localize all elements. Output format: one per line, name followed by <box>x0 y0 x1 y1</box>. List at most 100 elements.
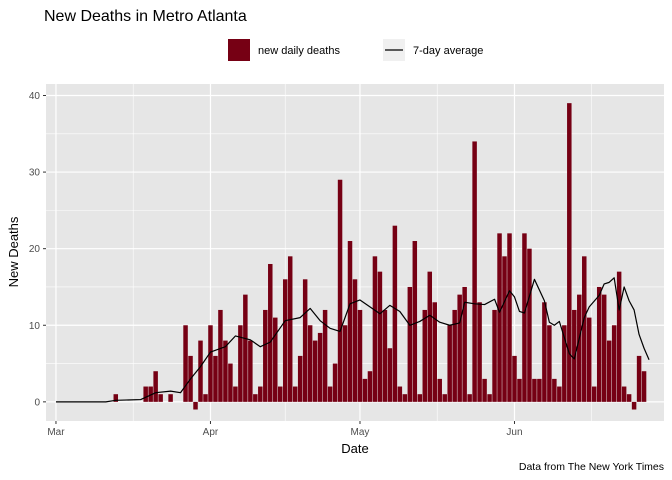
bar-daily-deaths <box>347 241 353 402</box>
bar-daily-deaths <box>567 103 572 402</box>
bar-daily-deaths <box>606 340 612 402</box>
bar-daily-deaths <box>621 386 627 402</box>
bar-daily-deaths <box>582 256 587 402</box>
bar-daily-deaths <box>447 325 452 402</box>
seven-day-average-line <box>55 277 650 403</box>
legend-bar-swatch <box>228 39 250 61</box>
bar-daily-deaths <box>203 394 208 402</box>
bar-daily-deaths <box>168 394 173 402</box>
bar-daily-deaths <box>527 248 532 402</box>
seven-day-average-line-group <box>55 277 650 403</box>
bar-daily-deaths <box>402 394 408 402</box>
bar-daily-deaths <box>457 294 462 402</box>
bar-daily-deaths <box>258 386 263 402</box>
bar-daily-deaths <box>307 325 313 402</box>
bar-daily-deaths <box>542 302 547 402</box>
bar-daily-deaths <box>113 394 119 402</box>
bar-daily-deaths <box>273 317 278 402</box>
bar-daily-deaths <box>337 179 343 402</box>
bar-daily-deaths <box>357 309 363 402</box>
bar-daily-deaths <box>552 378 557 402</box>
bar-daily-deaths <box>547 325 552 402</box>
x-axis-ticks: Mar Apr May Jun <box>47 421 523 438</box>
bar-daily-deaths <box>497 233 502 402</box>
legend-line-label: 7-day average <box>413 45 483 57</box>
bar-daily-deaths <box>352 279 358 402</box>
bar-daily-deaths <box>143 386 148 402</box>
bar-daily-deaths <box>502 256 507 402</box>
bar-daily-deaths <box>631 401 637 410</box>
chart-caption: Data from The New York Times <box>519 461 664 473</box>
bar-daily-deaths <box>223 340 228 402</box>
bar-daily-deaths <box>537 378 542 402</box>
bar-daily-deaths <box>263 309 268 402</box>
bar-daily-deaths <box>317 332 323 402</box>
y-tick-label: 30 <box>29 168 41 179</box>
bar-daily-deaths <box>601 294 607 402</box>
bar-daily-deaths <box>327 386 333 402</box>
bar-daily-deaths <box>342 325 348 402</box>
bar-daily-deaths <box>278 386 283 402</box>
bar-daily-deaths <box>332 363 338 402</box>
bar-daily-deaths <box>302 279 308 402</box>
bar-daily-deaths <box>292 386 298 402</box>
x-tick-label: May <box>351 427 370 438</box>
legend-bar-label: new daily deaths <box>258 45 340 57</box>
bar-daily-deaths <box>432 302 437 402</box>
x-axis-title: Date <box>341 441 368 456</box>
bar-daily-deaths <box>218 309 223 402</box>
bar-daily-deaths <box>183 325 188 402</box>
bar-daily-deaths <box>596 286 602 402</box>
bar-daily-deaths <box>437 378 442 402</box>
bar-daily-deaths <box>158 394 163 402</box>
bar-daily-deaths <box>213 355 218 402</box>
bar-daily-deaths <box>417 394 423 402</box>
bar-daily-deaths <box>636 355 642 402</box>
bar-daily-deaths <box>482 378 487 402</box>
bar-daily-deaths <box>208 325 213 402</box>
bar-daily-deaths <box>243 294 248 402</box>
y-tick-label: 40 <box>29 91 41 102</box>
y-tick-label: 20 <box>29 244 41 255</box>
bar-daily-deaths <box>387 348 393 402</box>
bar-daily-deaths <box>287 256 293 402</box>
bar-daily-deaths <box>228 363 233 402</box>
bar-daily-deaths <box>392 225 398 402</box>
bar-daily-deaths <box>253 394 258 402</box>
bar-daily-deaths <box>452 309 457 402</box>
bar-daily-deaths <box>198 340 203 402</box>
x-tick-label: Apr <box>203 427 219 438</box>
bar-daily-deaths <box>442 394 447 402</box>
chart-title: New Deaths in Metro Atlanta <box>44 8 247 25</box>
bar-daily-deaths <box>557 386 562 402</box>
x-tick-label: Jun <box>506 427 522 438</box>
bar-daily-deaths <box>427 271 433 402</box>
bar-daily-deaths <box>532 378 537 402</box>
y-axis-ticks: 0 10 20 30 40 <box>29 91 46 408</box>
bar-daily-deaths <box>422 309 428 402</box>
bar-daily-deaths <box>507 233 512 402</box>
y-tick-label: 0 <box>34 397 40 408</box>
bar-daily-deaths <box>611 325 617 402</box>
bar-daily-deaths <box>282 279 288 402</box>
bar-daily-deaths <box>297 355 303 402</box>
bars <box>113 103 647 410</box>
bar-daily-deaths <box>577 294 582 402</box>
bar-daily-deaths <box>312 340 318 402</box>
bar-daily-deaths <box>377 271 383 402</box>
bar-daily-deaths <box>517 378 522 402</box>
bar-daily-deaths <box>572 309 577 402</box>
bar-daily-deaths <box>238 325 243 402</box>
bar-daily-deaths <box>487 394 492 402</box>
bar-daily-deaths <box>248 340 253 402</box>
x-tick-label: Mar <box>47 427 65 438</box>
y-axis-title: New Deaths <box>6 216 21 287</box>
bar-daily-deaths <box>522 233 527 402</box>
bar-daily-deaths <box>362 378 368 402</box>
legend: new daily deaths 7-day average <box>228 39 483 61</box>
bar-daily-deaths <box>148 386 153 402</box>
y-tick-label: 10 <box>29 321 41 332</box>
bar-daily-deaths <box>512 355 517 402</box>
bar-daily-deaths <box>412 241 418 402</box>
